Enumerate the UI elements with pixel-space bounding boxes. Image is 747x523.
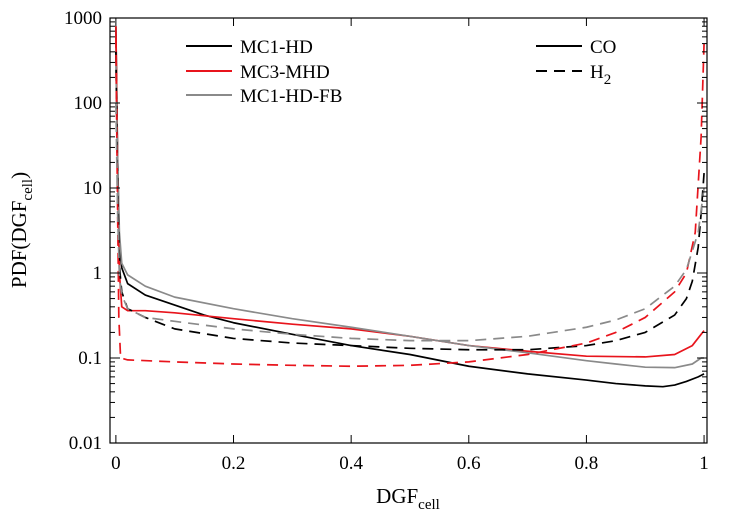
y-tick-label: 10: [83, 178, 102, 199]
x-tick-label: 1: [699, 453, 709, 474]
x-tick-label: 0: [111, 453, 121, 474]
y-axis-label-sub: cell: [20, 179, 36, 201]
legend-label-h2-main: H: [590, 62, 604, 83]
x-axis-label-main: DGF: [376, 484, 418, 508]
series-line-mc3-mhd-co: [115, 26, 705, 358]
series-line-mc1-hd-h2: [115, 51, 705, 351]
series-line-mc1-hd-fb-co: [115, 62, 705, 369]
legend-label-mc3-mhd: MC3-MHD: [240, 62, 330, 83]
plot-frame: [109, 17, 708, 444]
x-axis-label-sub: cell: [418, 497, 440, 513]
legend-models: MC1-HD MC3-MHD MC1-HD-FB: [186, 37, 342, 107]
x-axis-label: DGFcell: [376, 484, 440, 513]
legend-label-h2: H2: [590, 62, 611, 88]
legend-label-mc1-hd-fb: MC1-HD-FB: [240, 86, 342, 107]
series-line-mc1-hd-co: [115, 26, 705, 388]
y-tick-label: 0.1: [78, 348, 102, 369]
legend-species: CO H2: [536, 37, 616, 88]
y-tick-label: 100: [74, 93, 103, 114]
series-line-mc1-hd-fb-h2: [115, 102, 705, 342]
x-tick-label: 0.8: [575, 453, 599, 474]
x-tick-label: 0.6: [457, 453, 481, 474]
axis-ticks-group: 0 0.2 0.4 0.6 0.8 1 0.01 0.1 1 10 100 1000: [64, 8, 709, 474]
y-axis-label: PDF(DGFcell): [7, 172, 36, 288]
legend-label-mc1-hd: MC1-HD: [240, 37, 313, 58]
y-tick-label: 1000: [64, 8, 102, 29]
x-tick-label: 0.2: [222, 453, 246, 474]
y-tick-label: 1: [93, 263, 103, 284]
legend-label-co: CO: [590, 37, 616, 58]
y-axis-label-close: ): [7, 172, 31, 179]
x-tick-label: 0.4: [339, 453, 363, 474]
y-tick-label: 0.01: [69, 433, 102, 454]
y-axis-label-main: PDF(DGF: [7, 201, 31, 289]
plot-series-group: [115, 26, 705, 388]
series-line-mc3-mhd-h2: [115, 36, 705, 368]
legend-label-co-main: CO: [590, 37, 616, 58]
legend-label-h2-sub: 2: [604, 72, 612, 88]
